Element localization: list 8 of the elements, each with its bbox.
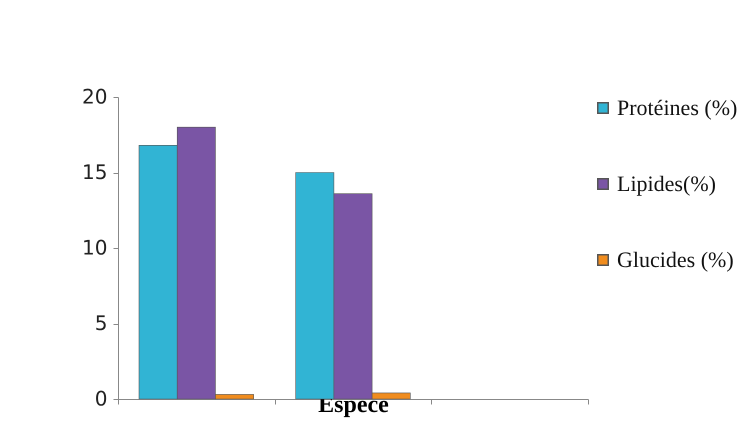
y-tick-label: 0 bbox=[94, 386, 108, 410]
y-tick-label: 5 bbox=[94, 311, 108, 335]
legend-label: Glucides (%) bbox=[617, 247, 734, 272]
legend-label: Protéines (%) bbox=[617, 95, 738, 120]
y-tick-label: 15 bbox=[82, 160, 108, 184]
y-tick-label: 20 bbox=[82, 84, 108, 108]
legend-label: Lipides(%) bbox=[617, 171, 716, 196]
y-tick-label: 10 bbox=[82, 236, 108, 260]
